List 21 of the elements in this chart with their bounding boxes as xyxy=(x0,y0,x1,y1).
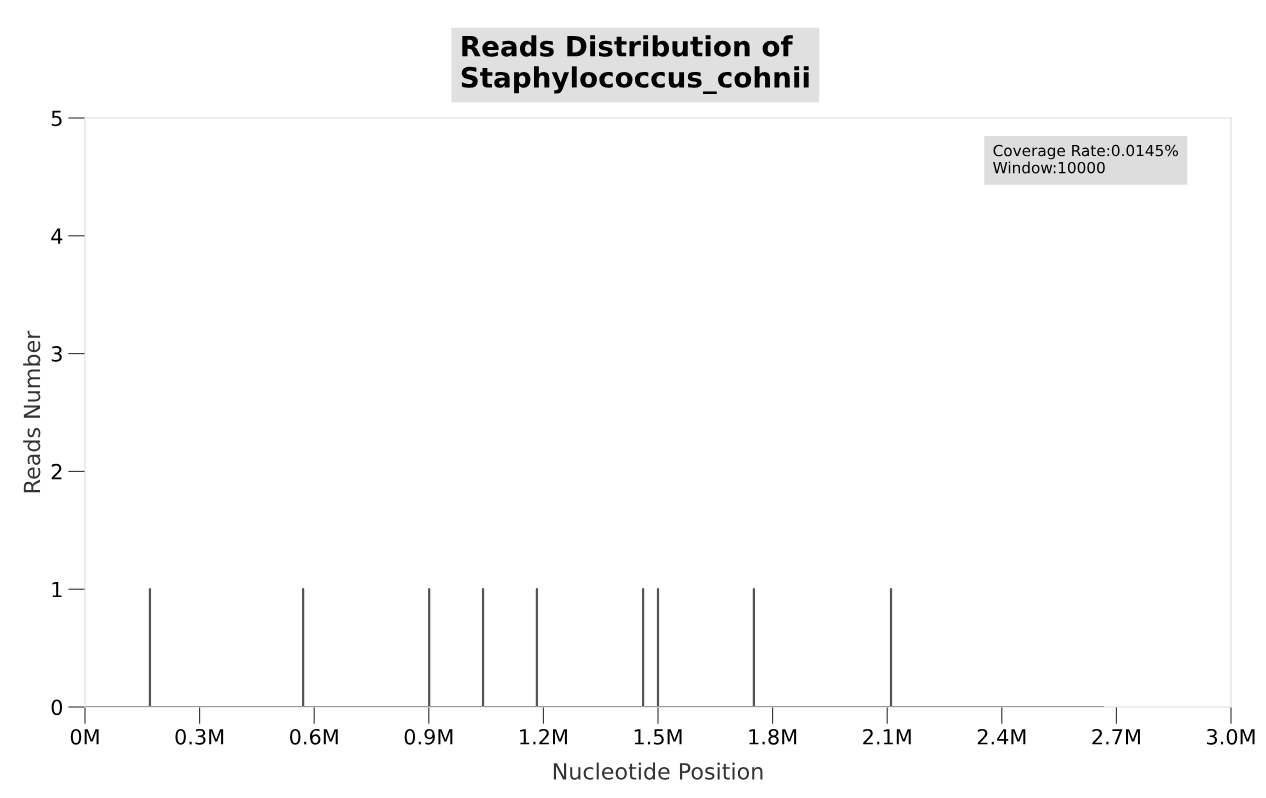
x-tick-label: 2.4M xyxy=(977,728,1026,745)
x-tick-label: 1.2M xyxy=(520,728,567,745)
annotation: Coverage Rate:0.0145% Window:10000 xyxy=(993,144,1178,174)
y-tick-label: 1 xyxy=(52,581,62,598)
x-tick-label: 2.1M xyxy=(863,728,911,745)
y-tick-label: 0 xyxy=(51,699,63,716)
x-tick-label: 0.9M xyxy=(404,728,453,745)
x-axis-title: Nucleotide Position xyxy=(553,762,763,780)
x-tick-label: 3.0M xyxy=(1207,728,1255,745)
y-tick-label: 5 xyxy=(51,110,62,127)
x-tick-label: 1.8M xyxy=(749,728,797,745)
x-tick-label: 0.6M xyxy=(290,728,338,745)
y-axis-title: Reads Number xyxy=(23,330,41,493)
y-tick-label: 4 xyxy=(51,228,63,244)
x-tick-label: 0M xyxy=(70,728,99,745)
x-tick-label: 1.5M xyxy=(634,729,682,745)
y-tick-label: 3 xyxy=(51,346,62,362)
x-tick-label: 0.3M xyxy=(175,728,224,745)
x-tick-label: 2.7M xyxy=(1092,728,1140,745)
y-tick-label: 2 xyxy=(51,463,62,480)
chart-title: Reads Distribution of Staphylococcus_cohnii xyxy=(461,35,809,94)
